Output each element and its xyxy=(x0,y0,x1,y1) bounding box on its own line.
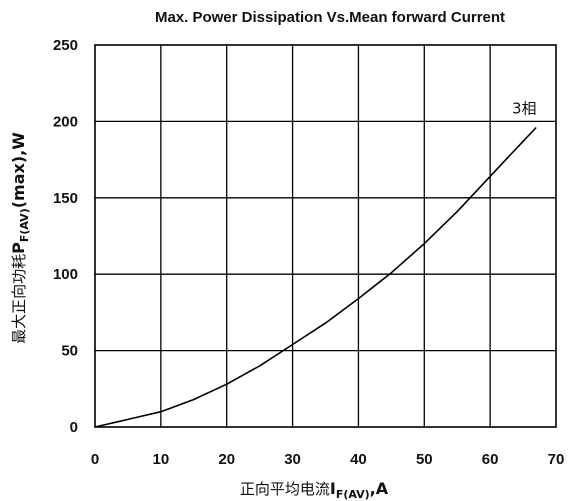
x-axis-label-prefix: 正向平均电流 xyxy=(240,480,330,498)
x-tick-label-40: 40 xyxy=(350,451,367,468)
x-axis-label-subscript: F(AV) xyxy=(336,488,370,501)
y-axis-label-suffix: (max),W xyxy=(9,132,28,208)
x-axis-label-symbol: I xyxy=(330,479,336,498)
x-tick-label-20: 20 xyxy=(218,451,235,468)
series-line-0 xyxy=(94,126,537,428)
x-tick-label-70: 70 xyxy=(548,451,565,468)
y-tick-label-200: 200 xyxy=(53,113,78,130)
y-tick-label-0: 0 xyxy=(70,419,78,436)
y-axis-label: 最大正向功耗PF(AV)(max),W xyxy=(9,132,31,344)
x-tick-label-0: 0 xyxy=(91,451,99,468)
x-tick-label-10: 10 xyxy=(153,451,170,468)
y-tick-label-250: 250 xyxy=(53,37,78,54)
plot-frame xyxy=(94,44,557,428)
chart-title: Max. Power Dissipation Vs.Mean forward C… xyxy=(155,9,505,26)
y-axis-label-prefix: 最大正向功耗 xyxy=(10,254,28,344)
x-axis-label-suffix: ,A xyxy=(370,479,389,498)
y-axis-label-subscript: F(AV) xyxy=(18,208,31,242)
grid xyxy=(95,45,556,427)
y-tick-label-150: 150 xyxy=(53,190,78,207)
y-tick-label-50: 50 xyxy=(61,343,78,360)
series-layer: 3相 xyxy=(94,100,537,428)
x-tick-label-60: 60 xyxy=(482,451,499,468)
y-tick-label-100: 100 xyxy=(53,266,78,283)
x-tick-label-30: 30 xyxy=(284,451,301,468)
x-tick-labels: 0 10 20 30 40 50 60 70 xyxy=(91,451,565,468)
x-axis-label: 正向平均电流IF(AV),A xyxy=(240,479,389,501)
y-tick-labels: 0 50 100 150 200 250 xyxy=(53,37,78,436)
series-label-0: 3相 xyxy=(512,100,537,118)
y-axis-label-symbol: P xyxy=(9,242,28,254)
x-tick-label-50: 50 xyxy=(416,451,433,468)
